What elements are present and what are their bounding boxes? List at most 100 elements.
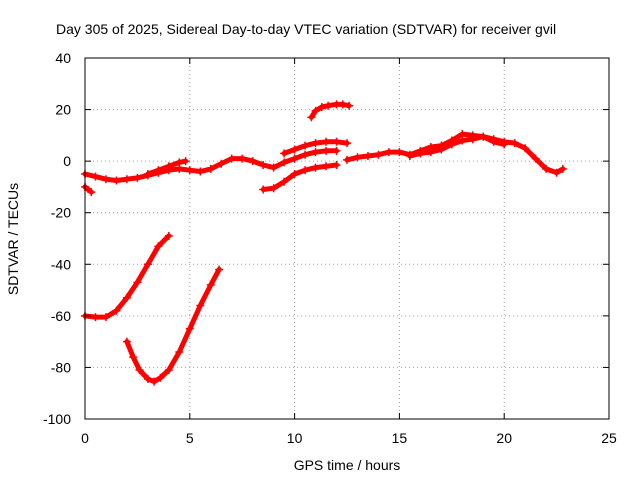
data-point <box>338 100 347 109</box>
x-tick-label: 0 <box>81 430 89 446</box>
data-point <box>143 170 152 179</box>
data-point <box>542 164 551 173</box>
data-point <box>87 188 96 197</box>
data-point <box>324 101 333 110</box>
x-tick-label: 25 <box>601 430 617 446</box>
data-point <box>301 166 310 175</box>
data-point <box>206 164 215 173</box>
data-point <box>311 148 320 157</box>
data-point <box>317 102 326 111</box>
data-point <box>437 145 446 154</box>
data-point <box>395 148 404 157</box>
y-tick-label: -100 <box>43 411 71 427</box>
data-point <box>307 113 316 122</box>
data-point <box>112 306 121 315</box>
data-point <box>135 366 144 375</box>
data-point <box>426 148 435 157</box>
series-line-1 <box>82 184 94 195</box>
data-point <box>143 260 152 269</box>
data-point <box>185 166 194 175</box>
series-line-10 <box>124 266 222 385</box>
data-point <box>343 139 351 148</box>
data-point <box>405 151 414 160</box>
data-point <box>154 166 163 175</box>
data-point <box>129 353 138 362</box>
data-point <box>112 176 121 185</box>
data-point <box>227 154 236 163</box>
data-point <box>531 154 540 163</box>
data-point <box>164 366 173 375</box>
y-tick-label: -20 <box>51 205 71 221</box>
data-point <box>332 161 341 170</box>
data-point <box>290 145 299 154</box>
data-point <box>133 173 142 182</box>
x-tick-label: 5 <box>186 430 194 446</box>
data-point <box>552 168 561 177</box>
data-point <box>290 154 299 163</box>
data-point <box>269 163 278 172</box>
data-point <box>416 149 425 158</box>
data-point <box>363 151 372 160</box>
data-point <box>458 136 467 145</box>
data-point <box>238 154 247 163</box>
data-point <box>468 135 477 144</box>
chart-title: Day 305 of 2025, Sidereal Day-to-day VTE… <box>56 21 556 37</box>
data-point <box>510 139 519 148</box>
data-point <box>345 101 354 110</box>
ticks: 0 5 10 15 20 25 -100 -80 -60 -40 -20 0 20 40 <box>43 50 617 446</box>
data-point <box>143 375 152 384</box>
y-tick-label: 20 <box>55 102 71 118</box>
y-tick-label: -60 <box>51 308 71 324</box>
data-point <box>101 175 110 184</box>
data-point <box>447 140 456 149</box>
data-point <box>196 167 205 176</box>
plot-frame <box>84 57 610 420</box>
y-tick-label: -80 <box>51 359 71 375</box>
data-point <box>489 137 498 146</box>
series-line-8 <box>407 134 507 159</box>
data-point <box>269 184 278 193</box>
data-point <box>196 301 205 310</box>
data-point <box>154 242 163 251</box>
data-point <box>311 163 320 172</box>
data-point <box>91 313 100 322</box>
data-point <box>156 373 165 382</box>
data-point <box>217 159 226 168</box>
data-point <box>150 377 159 386</box>
y-tick-label: 0 <box>63 153 71 169</box>
data-point <box>101 313 110 322</box>
data-point <box>133 278 142 287</box>
data-point <box>185 324 194 333</box>
data-point <box>122 175 131 184</box>
y-tick-label: 40 <box>55 50 71 66</box>
data-point <box>206 280 215 289</box>
data-point <box>343 155 351 164</box>
data-point <box>500 140 509 149</box>
data-point <box>384 148 393 157</box>
series-line-7 <box>344 131 566 176</box>
x-tick-label: 20 <box>496 430 512 446</box>
data-point <box>259 161 268 170</box>
data-point <box>322 162 331 171</box>
data-point <box>332 137 341 146</box>
data-point <box>311 139 320 148</box>
data-point <box>122 293 131 302</box>
data-point <box>175 347 184 356</box>
data-point <box>301 141 310 150</box>
data-point <box>290 170 299 179</box>
data-point <box>322 146 331 155</box>
data-point <box>374 150 383 159</box>
series-line-9 <box>82 233 172 320</box>
data-point <box>280 149 289 158</box>
data-point <box>259 185 268 194</box>
x-axis-label: GPS time / hours <box>294 457 401 473</box>
data-point <box>175 158 184 167</box>
data-point <box>164 231 173 240</box>
y-tick-label: -40 <box>51 256 71 272</box>
data-point <box>122 337 131 346</box>
data-point <box>558 164 567 173</box>
data-point <box>248 157 257 166</box>
data-point <box>301 150 310 159</box>
data-point <box>91 172 100 181</box>
